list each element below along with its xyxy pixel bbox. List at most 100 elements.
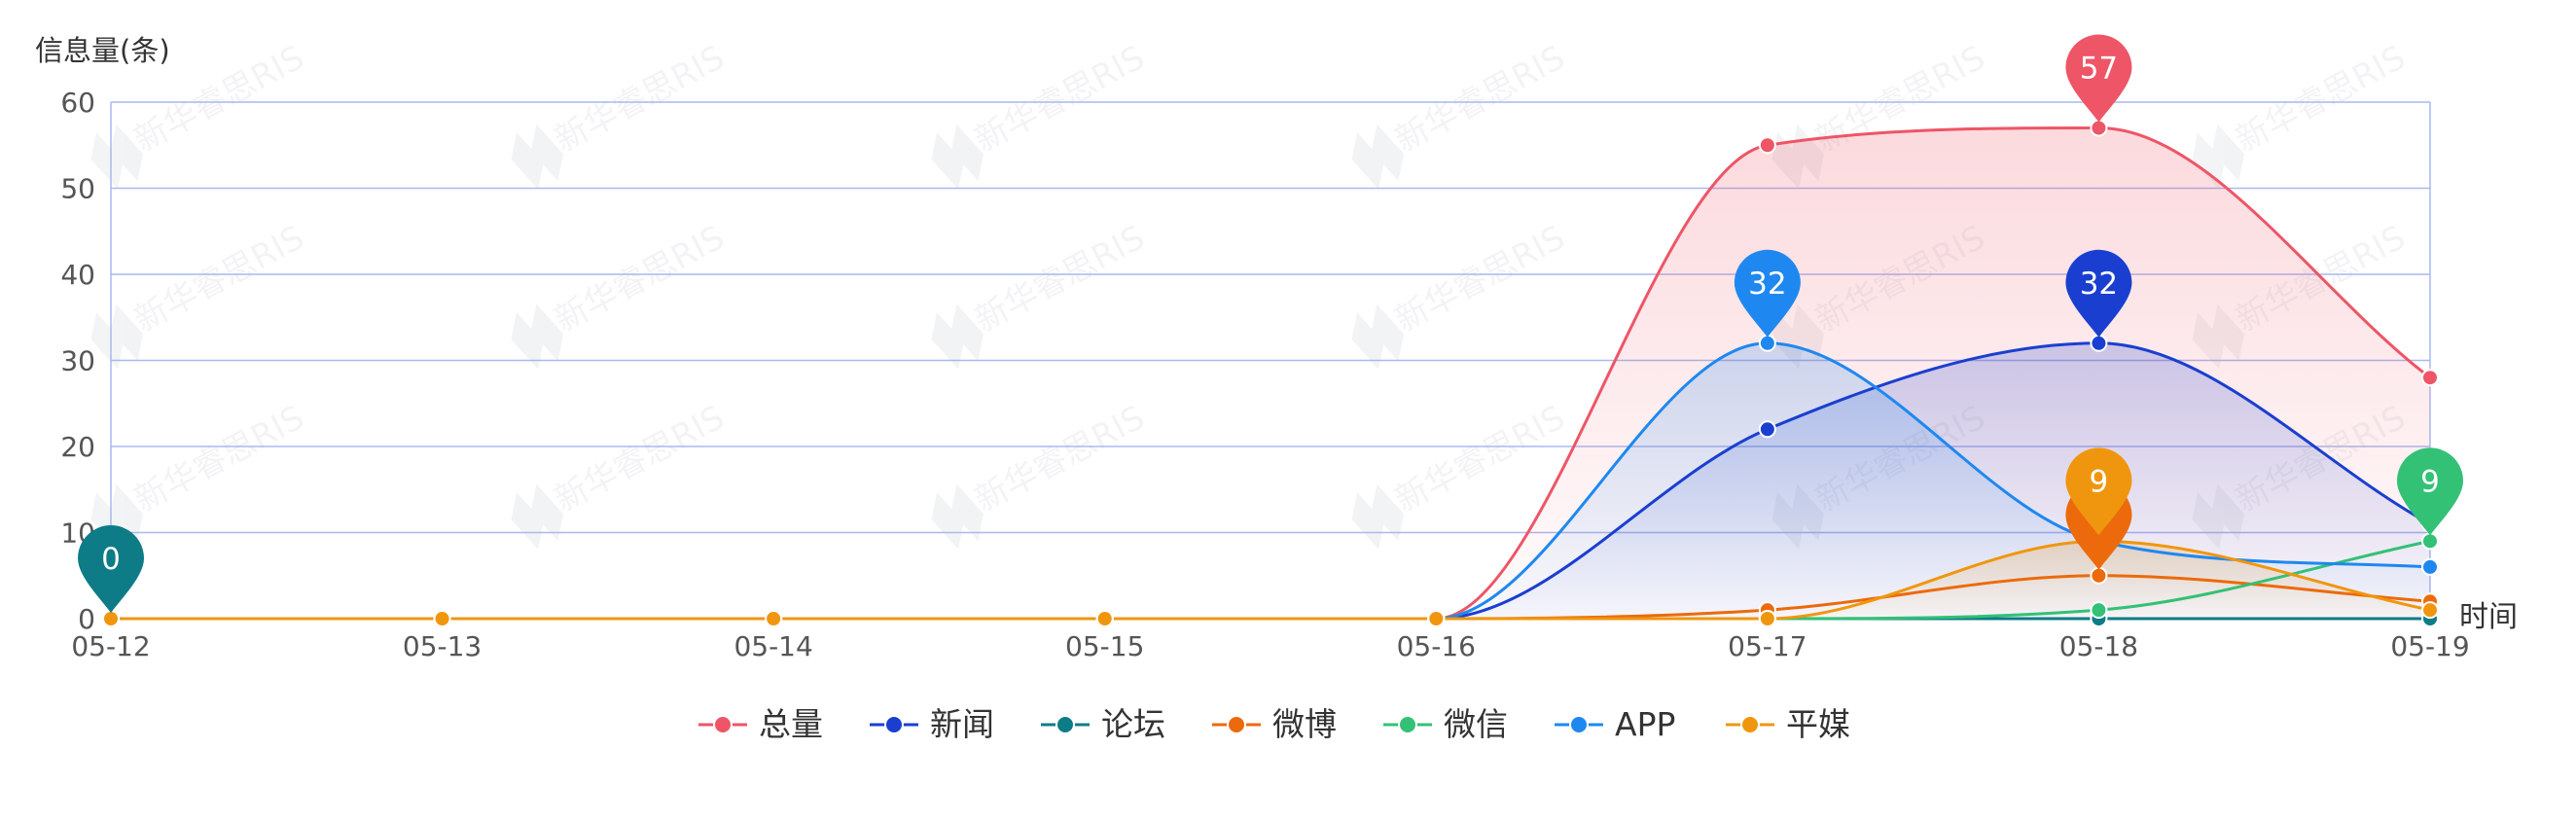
watermark-tile: 新华睿思RIS (511, 218, 732, 370)
data-point[interactable] (102, 610, 120, 627)
marker-pin[interactable]: 32 (2065, 249, 2132, 338)
y-tick-label: 40 (60, 259, 95, 291)
x-tick-label: 05-14 (733, 630, 812, 662)
watermark-tile: 新华睿思RIS (1351, 218, 1572, 370)
data-point[interactable] (1095, 610, 1114, 627)
watermark-tile: 新华睿思RIS (511, 38, 732, 190)
marker-pin[interactable]: 57 (2065, 34, 2132, 123)
data-point[interactable] (2421, 601, 2439, 620)
legend: 总量 新闻 论坛 微博 微信 APP 平媒 (698, 705, 1850, 743)
data-point[interactable] (2421, 557, 2439, 576)
legend-label: APP (1615, 705, 1675, 743)
marker-pin[interactable]: 32 (1734, 249, 1801, 338)
watermark-text: 新华睿思RIS (1389, 218, 1572, 339)
legend-label: 论坛 (1101, 705, 1165, 743)
watermark-text: 新华睿思RIS (969, 398, 1152, 519)
legend-dot-icon (1398, 715, 1417, 734)
data-point[interactable] (2090, 334, 2108, 352)
marker-label: 0 (101, 542, 121, 577)
watermark-tile: 新华睿思RIS (90, 218, 311, 370)
data-point[interactable] (2421, 369, 2439, 387)
watermark-text: 新华睿思RIS (549, 398, 732, 519)
y-tick-label: 20 (60, 431, 95, 463)
series-area-7 (111, 541, 2430, 619)
marker-layer: 0 57 32 32 9 9 (78, 34, 2463, 613)
y-tick-label: 30 (60, 345, 95, 377)
legend-item[interactable]: 总量 (698, 705, 823, 743)
y-tick-label: 50 (60, 173, 95, 205)
legend-item[interactable]: 论坛 (1041, 705, 1165, 743)
marker-pin-shape (2065, 34, 2132, 123)
marker-pin[interactable]: 9 (2397, 447, 2463, 536)
legend-dot-icon (884, 715, 904, 734)
data-point[interactable] (1427, 610, 1446, 627)
x-tick-label: 05-15 (1065, 630, 1144, 662)
legend-dot-icon (1740, 715, 1760, 734)
legend-item[interactable]: APP (1555, 705, 1675, 743)
marker-pin-shape (1734, 249, 1801, 338)
data-point[interactable] (2421, 532, 2439, 551)
watermark-text: 新华睿思RIS (2230, 38, 2413, 160)
marker-pin-shape (78, 524, 144, 613)
line-layer (111, 126, 2431, 621)
x-axis-title: 时间 (2459, 600, 2518, 634)
marker-label: 9 (2420, 464, 2440, 499)
area-layer (111, 127, 2430, 620)
watermark-text: 新华睿思RIS (549, 38, 732, 160)
legend-item[interactable]: 新闻 (870, 705, 994, 743)
marker-pin-shape (2065, 447, 2132, 536)
x-tick-label: 05-18 (2059, 630, 2138, 662)
data-point[interactable] (2090, 566, 2108, 585)
legend-label: 微信 (1444, 705, 1508, 743)
x-tick-label: 05-16 (1397, 630, 1476, 662)
x-tick-label: 05-17 (1728, 630, 1807, 662)
marker-label: 32 (2080, 267, 2118, 302)
legend-item[interactable]: 微博 (1212, 705, 1337, 743)
legend-dot-icon (1055, 715, 1075, 734)
watermark-text: 新华睿思RIS (128, 218, 311, 339)
x-tick-label: 05-12 (71, 630, 150, 662)
watermark-tile: 新华睿思RIS (2192, 38, 2413, 190)
watermark-tile: 新华睿思RIS (931, 38, 1152, 190)
legend-label: 总量 (759, 705, 823, 743)
data-point[interactable] (2090, 601, 2108, 620)
data-point[interactable] (765, 610, 783, 627)
watermark-text: 新华睿思RIS (1389, 398, 1572, 519)
marker-pin-shape (2065, 249, 2132, 338)
series-line-7[interactable] (111, 539, 2431, 621)
data-point[interactable] (1758, 610, 1776, 627)
watermark-text: 新华睿思RIS (969, 38, 1152, 160)
series-area-6 (111, 342, 2430, 619)
marker-label: 32 (1748, 267, 1786, 302)
marker-pin-shape (2397, 447, 2463, 536)
marker-pin[interactable]: 0 (78, 524, 144, 613)
data-point[interactable] (2090, 119, 2108, 137)
marker-pin[interactable]: 9 (2065, 447, 2132, 536)
point-layer (102, 119, 2439, 627)
watermark-text: 新华睿思RIS (1389, 38, 1572, 160)
legend-item[interactable]: 微信 (1383, 705, 1508, 743)
data-point[interactable] (1758, 420, 1776, 439)
legend-item[interactable]: 平媒 (1726, 705, 1850, 743)
y-tick-label: 60 (60, 87, 95, 119)
watermark-text: 新华睿思RIS (128, 398, 311, 519)
legend-label: 新闻 (930, 705, 994, 743)
legend-label: 微博 (1272, 705, 1337, 743)
watermark-tile: 新华睿思RIS (931, 218, 1151, 370)
marker-label: 57 (2080, 52, 2118, 87)
legend-label: 平媒 (1786, 705, 1850, 743)
watermark-tile: 新华睿思RIS (1351, 38, 1572, 190)
x-tick-label: 05-13 (403, 630, 482, 662)
data-point[interactable] (433, 610, 451, 627)
y-axis-title: 信息量(条) (35, 34, 170, 67)
legend-dot-icon (1227, 715, 1246, 734)
y-tick-label: 0 (78, 603, 95, 635)
data-point[interactable] (1758, 136, 1776, 155)
marker-label: 9 (2090, 464, 2109, 499)
legend-dot-icon (1569, 715, 1589, 734)
data-point[interactable] (1758, 334, 1776, 352)
watermark-text: 新华睿思RIS (549, 218, 732, 339)
